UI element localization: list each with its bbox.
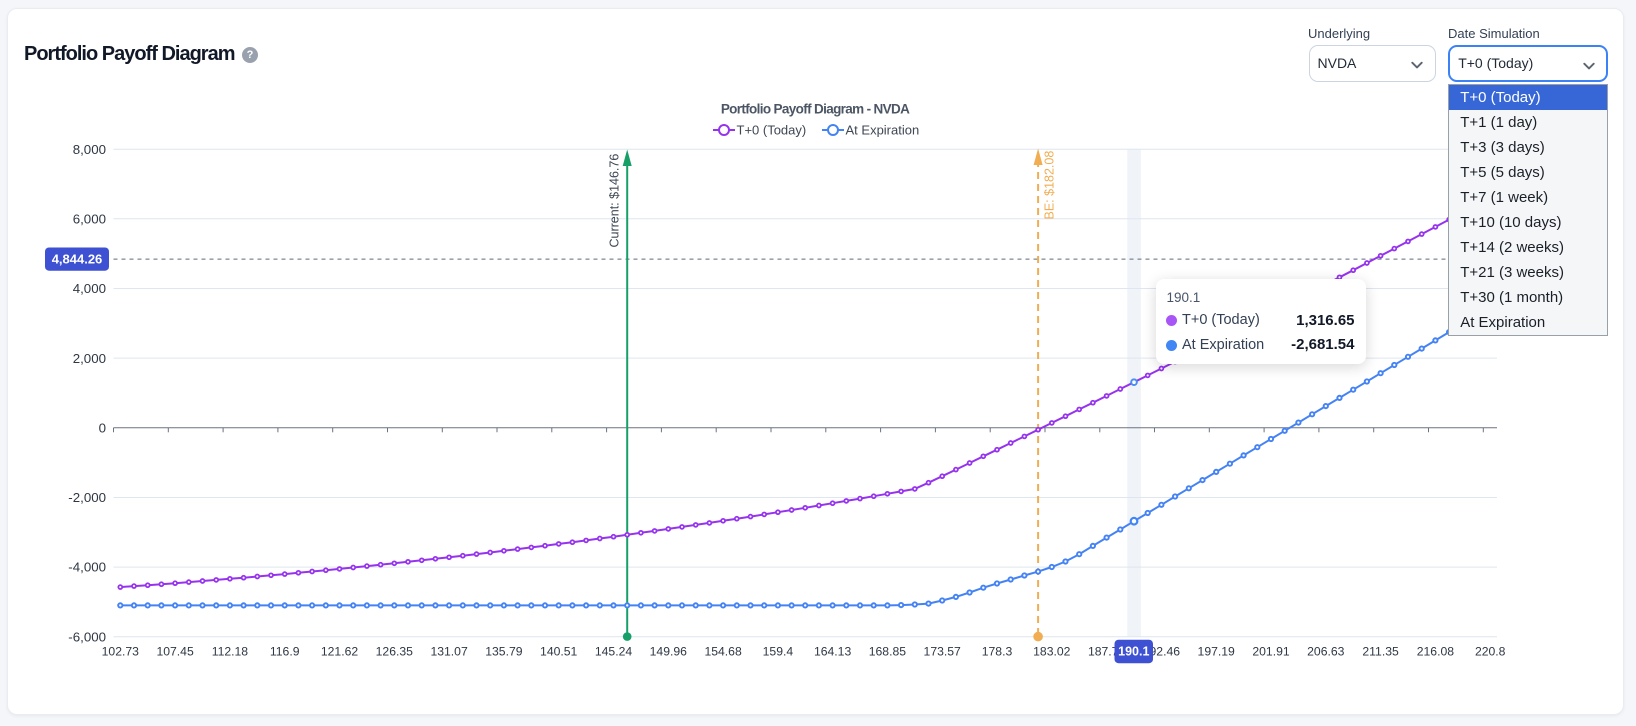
svg-text:149.96: 149.96 [650,644,687,658]
svg-text:201.91: 201.91 [1252,644,1289,658]
svg-text:112.18: 112.18 [212,644,249,658]
svg-text:BE: $182.08: BE: $182.08 [1043,151,1057,220]
svg-text:102.73: 102.73 [102,644,139,658]
svg-text:131.07: 131.07 [430,644,467,658]
svg-text:164.13: 164.13 [814,644,851,658]
svg-text:-2,000: -2,000 [68,490,106,505]
svg-text:183.02: 183.02 [1033,644,1070,658]
svg-text:173.57: 173.57 [924,644,961,658]
svg-text:107.45: 107.45 [156,644,193,658]
svg-text:8,000: 8,000 [73,142,106,157]
svg-text:206.63: 206.63 [1307,644,1344,658]
svg-text:145.24: 145.24 [595,644,632,658]
svg-text:216.08: 216.08 [1417,644,1454,658]
svg-text:168.85: 168.85 [869,644,906,658]
svg-text:2,000: 2,000 [73,351,106,366]
svg-text:220.8: 220.8 [1475,644,1506,658]
svg-text:121.62: 121.62 [321,644,358,658]
svg-text:178.3: 178.3 [982,644,1013,658]
svg-text:4,000: 4,000 [73,281,106,296]
svg-text:Current: $146.76: Current: $146.76 [608,154,622,248]
svg-text:126.35: 126.35 [376,644,413,658]
svg-text:At Expiration: At Expiration [846,123,920,138]
svg-text:140.51: 140.51 [540,644,577,658]
svg-text:4,844.26: 4,844.26 [52,252,103,267]
svg-text:6,000: 6,000 [73,211,106,226]
svg-text:135.79: 135.79 [485,644,522,658]
svg-text:154.68: 154.68 [704,644,741,658]
svg-text:-6,000: -6,000 [68,629,106,644]
svg-text:-4,000: -4,000 [68,560,106,575]
svg-text:0: 0 [99,420,106,435]
svg-text:116.9: 116.9 [270,644,300,658]
svg-text:190.1: 190.1 [1118,645,1149,659]
svg-text:Portfolio Payoff Diagram - NVD: Portfolio Payoff Diagram - NVDA [721,102,910,117]
svg-text:211.35: 211.35 [1362,644,1399,658]
svg-text:159.4: 159.4 [763,644,794,658]
svg-text:T+0 (Today): T+0 (Today) [737,123,807,138]
svg-text:197.19: 197.19 [1198,644,1235,658]
